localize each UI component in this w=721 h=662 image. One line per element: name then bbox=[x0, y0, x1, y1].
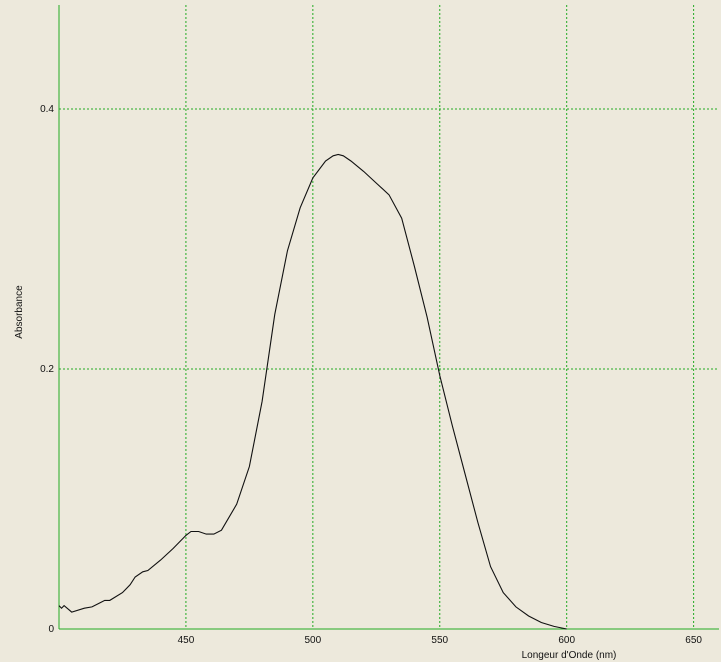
y-axis-title: Absorbance bbox=[14, 285, 25, 339]
tick-labels: 450 500 550 600 650 0 0.2 0.4 bbox=[40, 104, 702, 646]
grid-lines bbox=[59, 5, 719, 629]
absorbance-curve bbox=[58, 153, 567, 630]
y-tick-label: 0.4 bbox=[40, 104, 54, 115]
y-tick-label: 0 bbox=[48, 624, 54, 635]
x-tick-label: 450 bbox=[178, 635, 195, 646]
x-tick-label: 500 bbox=[305, 635, 322, 646]
x-tick-label: 600 bbox=[558, 635, 575, 646]
x-tick-label: 650 bbox=[685, 635, 702, 646]
x-tick-label: 550 bbox=[431, 635, 448, 646]
y-tick-label: 0.2 bbox=[40, 364, 54, 375]
x-axis-title: Longeur d'Onde (nm) bbox=[522, 650, 617, 661]
